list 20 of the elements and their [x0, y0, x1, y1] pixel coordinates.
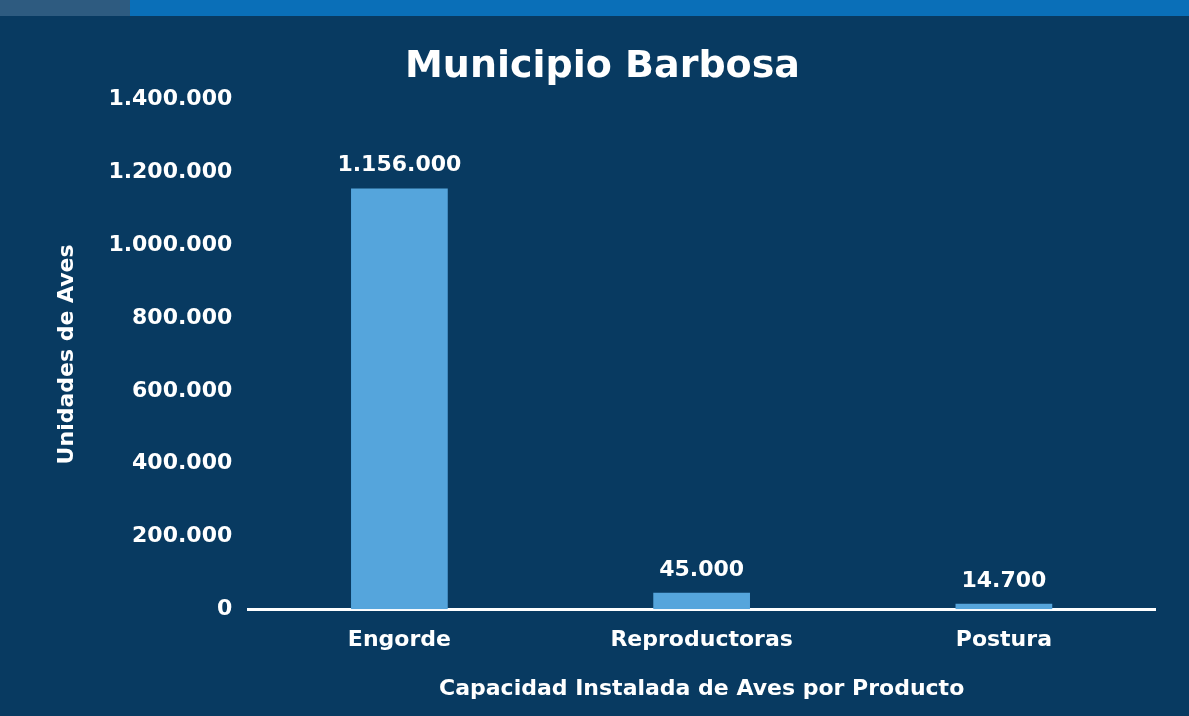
bar — [955, 603, 1053, 610]
y-tick-label: 600.000 — [132, 376, 233, 402]
x-tick-label: Engorde — [347, 626, 451, 652]
y-tick-label: 400.000 — [132, 449, 233, 475]
chart-title: Municipio Barbosa — [405, 41, 800, 86]
data-label: 14.700 — [961, 566, 1047, 592]
data-label: 45.000 — [659, 555, 745, 581]
x-axis-title: Capacidad Instalada de Aves por Producto — [439, 674, 965, 700]
data-label: 1.156.000 — [337, 151, 462, 177]
bar — [351, 188, 448, 610]
y-tick-label: 200.000 — [132, 522, 233, 548]
y-tick-label: 1.000.000 — [108, 230, 233, 256]
y-axis-title: Unidades de Aves — [52, 244, 78, 465]
y-tick-label: 1.200.000 — [108, 158, 233, 184]
y-tick-label: 0 — [216, 594, 233, 620]
y-tick-label: 800.000 — [132, 303, 233, 329]
x-tick-label: Postura — [955, 626, 1052, 652]
y-tick-label: 1.400.000 — [108, 85, 233, 111]
x-tick-label: Reproductoras — [610, 626, 793, 652]
bar — [653, 592, 750, 610]
